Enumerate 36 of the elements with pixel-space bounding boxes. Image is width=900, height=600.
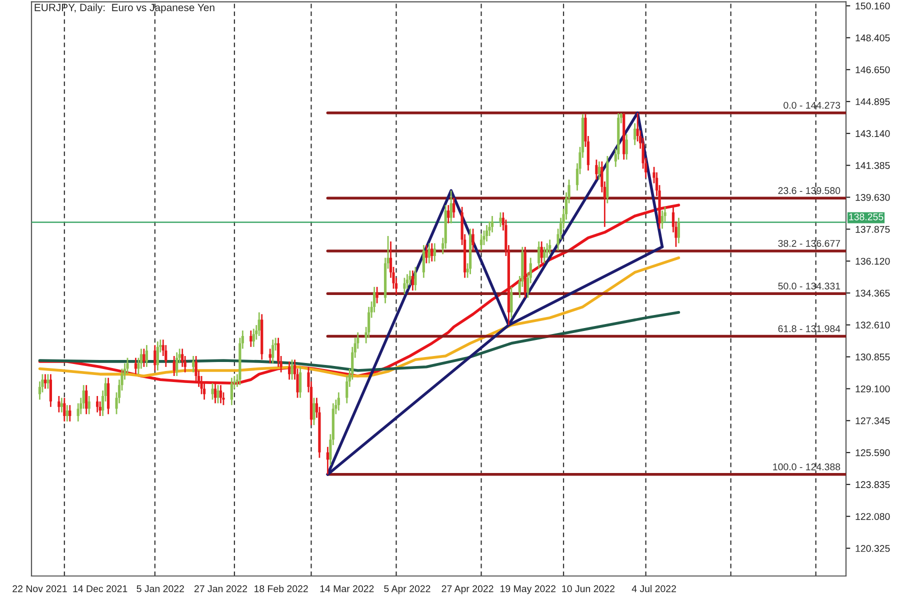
y-tick-label: 148.405: [856, 34, 890, 42]
y-tick-label: 123.835: [856, 481, 890, 488]
y-tick-label: 150.160: [856, 2, 890, 10]
y-tick-label: 132.610: [856, 322, 890, 329]
y-tick-label: 129.100: [856, 385, 890, 392]
x-tick-label: 27 Jan 2022: [194, 585, 247, 592]
ref-line-label: 138.255: [849, 213, 884, 220]
x-tick-label: 5 Apr 2022: [384, 585, 430, 594]
y-tick-label: 141.385: [856, 162, 890, 169]
y-tick-label: 139.630: [856, 194, 890, 201]
x-tick-label: 4 Jul 2022: [632, 585, 676, 592]
x-tick-label: 27 Apr 2022: [442, 585, 494, 594]
y-tick-label: 122.080: [856, 513, 890, 520]
y-tick-label: 125.590: [856, 449, 890, 456]
y-tick-label: 136.120: [856, 258, 890, 265]
x-tick-label: 18 Feb 2022: [254, 585, 308, 592]
chart-title: EURJPY, Daily: Euro vs Japanese Yen: [34, 4, 214, 14]
y-tick-label: 127.345: [856, 417, 890, 424]
y-tick-label: 120.325: [856, 545, 890, 552]
series-label: 61.8 - 131.984: [778, 325, 840, 332]
y-tick-label: 143.140: [856, 130, 890, 138]
y-tick-label: 144.895: [856, 98, 890, 106]
series-label: 23.6 - 139.580: [778, 187, 840, 194]
x-tick-label: 5 Jan 2022: [136, 585, 184, 592]
series-label: 0.0 - 144.273: [784, 102, 840, 109]
y-tick-label: 134.365: [856, 290, 890, 297]
x-tick-label: 14 Dec 2021: [73, 585, 128, 592]
x-tick-label: 19 May 2022: [500, 585, 556, 594]
y-tick-label: 137.875: [856, 226, 890, 233]
y-tick-label: 130.855: [856, 354, 890, 360]
series-label: 38.2 - 136.677: [778, 240, 840, 247]
x-tick-label: 10 Jun 2022: [562, 585, 614, 592]
y-tick-label: 146.650: [856, 66, 890, 74]
series-label: 100.0 - 124.388: [773, 463, 840, 470]
x-tick-label: 14 Mar 2022: [320, 585, 374, 592]
x-tick-label: 22 Nov 2021: [12, 585, 67, 592]
